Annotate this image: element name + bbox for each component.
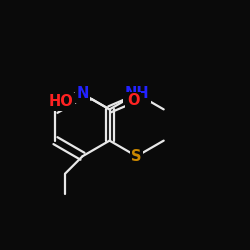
Text: HO: HO	[48, 94, 73, 110]
Text: S: S	[132, 149, 142, 164]
Text: O: O	[127, 93, 140, 108]
Text: NH: NH	[124, 86, 149, 101]
Text: N: N	[76, 86, 89, 101]
